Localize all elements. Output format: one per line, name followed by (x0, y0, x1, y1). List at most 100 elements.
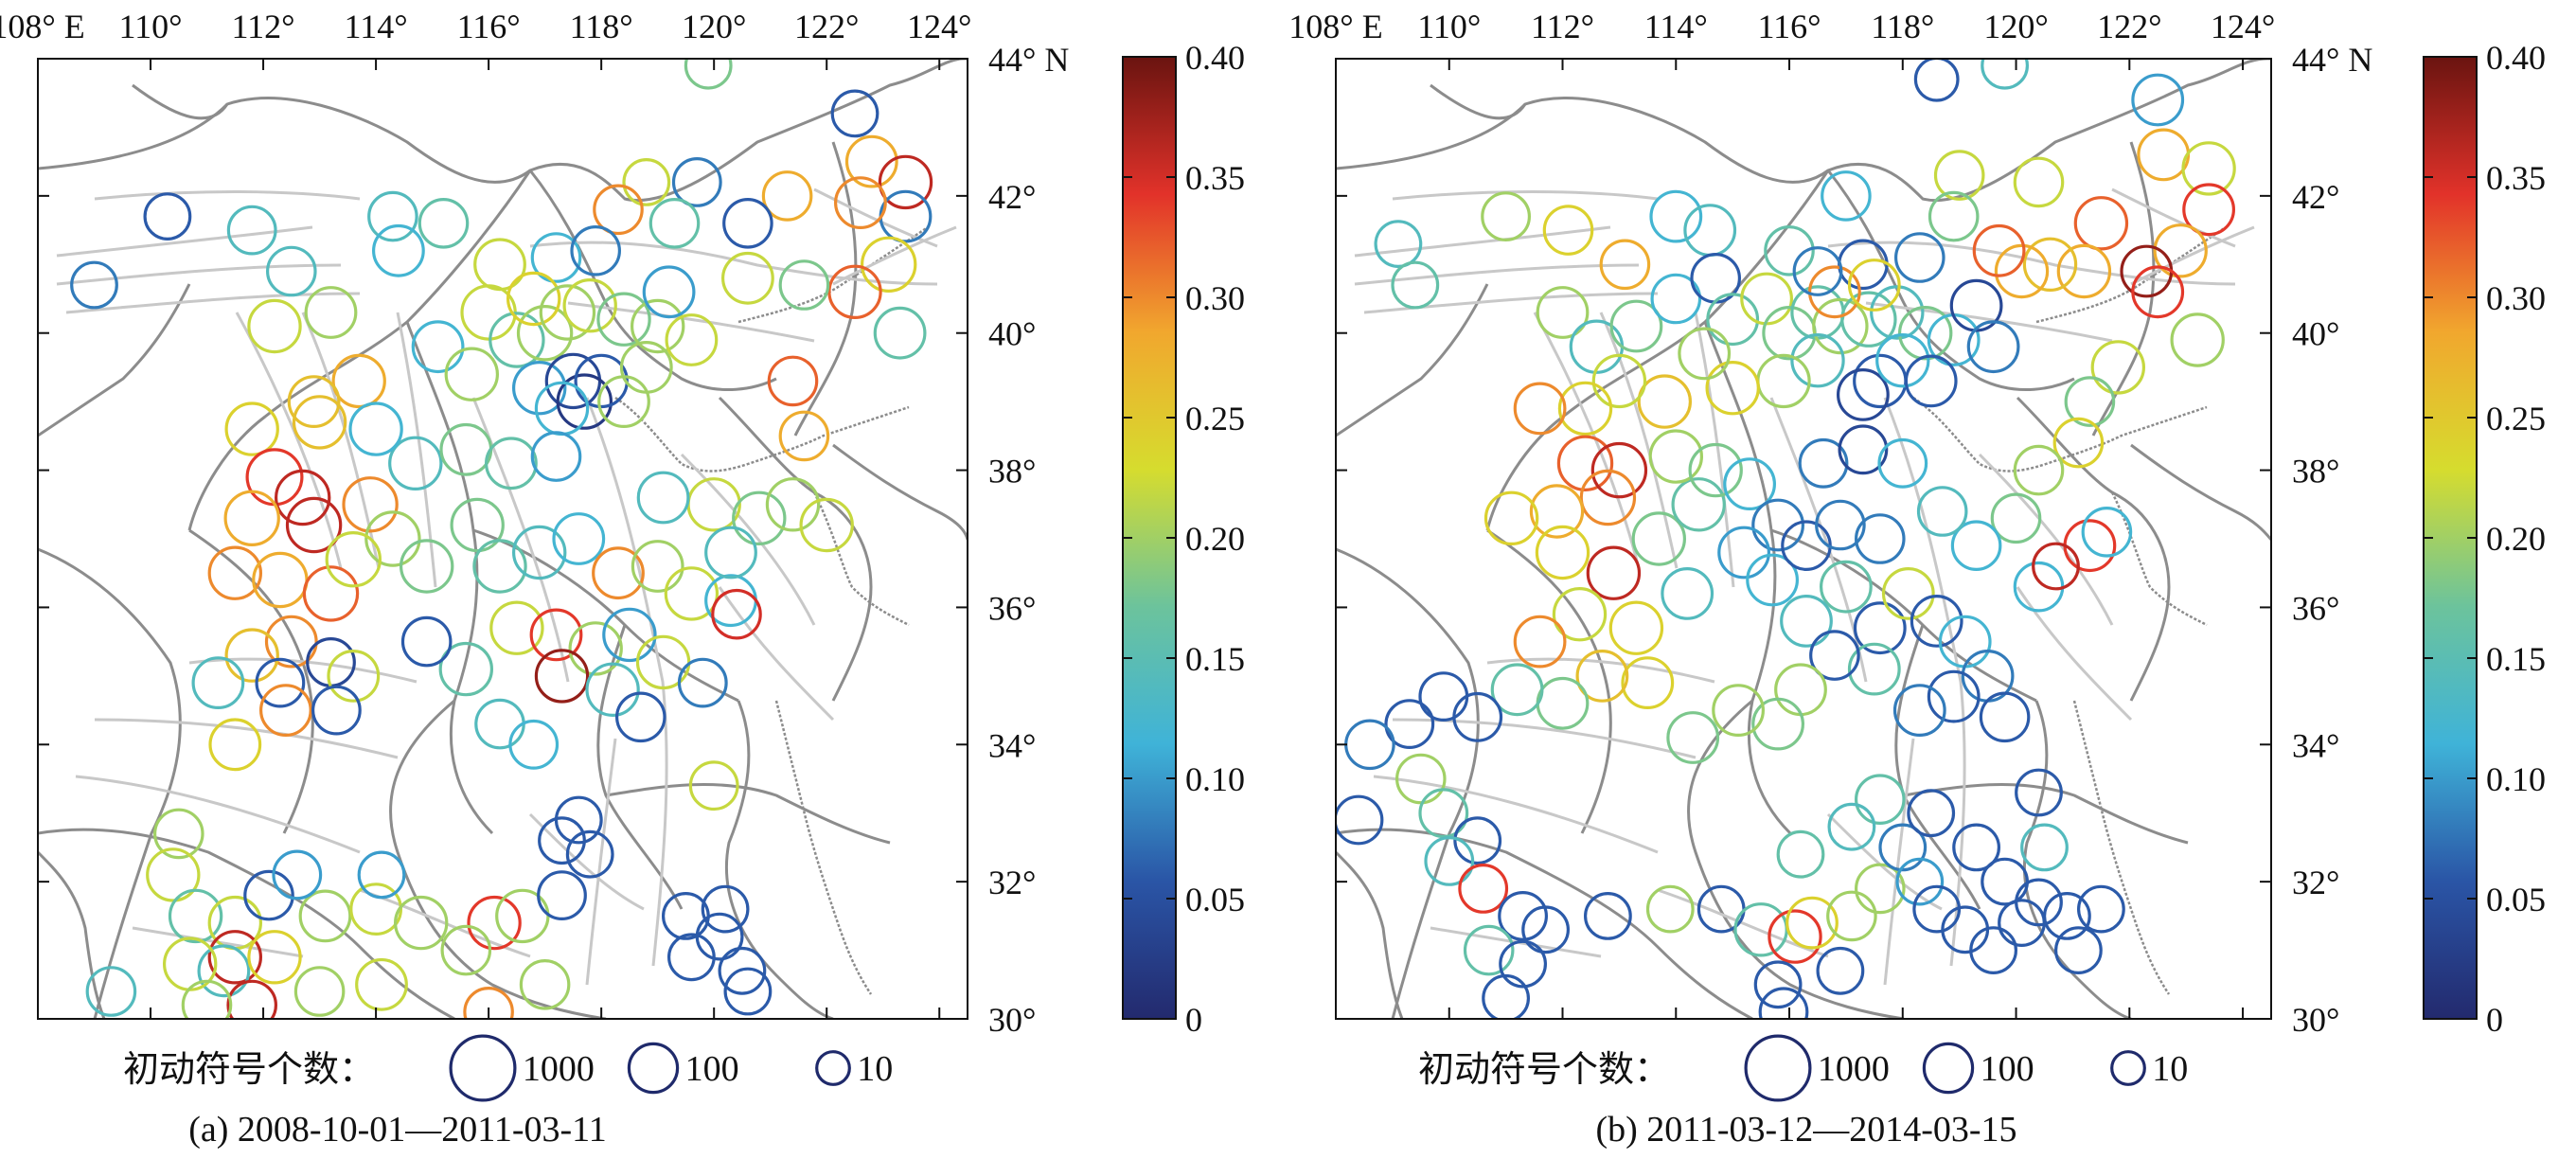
colorbar-tick-label: 0.35 (1185, 159, 1245, 197)
event-circle (765, 477, 821, 532)
event-circle (538, 816, 586, 865)
event-circle (1671, 477, 1726, 532)
event-circle (2076, 884, 2125, 934)
event-circle (1513, 382, 1567, 436)
event-circle (1904, 354, 1958, 408)
event-circle (1990, 492, 2042, 544)
map-base-b (1336, 59, 2271, 1019)
colorbar-tick-label: 0.20 (2486, 520, 2546, 558)
lon-tick-label: 114° (345, 8, 408, 45)
event-circle (1529, 484, 1585, 539)
event-circle (592, 546, 645, 600)
event-circle (70, 260, 118, 310)
event-circle (565, 829, 614, 879)
event-circle (1723, 457, 1776, 511)
event-circle (1847, 259, 1901, 312)
event-circle (1927, 669, 1981, 723)
event-circle (1768, 909, 1822, 964)
colorbar-tick-label: 0.40 (1185, 39, 1245, 77)
fault-lines-b (1354, 187, 2255, 986)
event-circle (1907, 789, 1956, 838)
map-base-a (38, 59, 968, 1019)
event-circle (207, 545, 262, 600)
event-circle (568, 621, 623, 676)
event-circle (2013, 156, 2065, 208)
event-circle (1827, 802, 1876, 851)
event-circle (2013, 444, 2065, 496)
event-circle (1575, 650, 1629, 703)
event-circle (665, 313, 719, 366)
event-circle (325, 531, 382, 588)
lon-tick-label: 118° (570, 8, 633, 45)
event-circle (844, 134, 898, 188)
event-circle (1981, 857, 2030, 906)
event-circle (1705, 361, 1760, 416)
legend-title: 初动符号个数： (123, 1050, 375, 1090)
event-circle (861, 236, 917, 293)
event-circle (1688, 442, 1743, 498)
caption-a: (a) 2008-10-01—2011-03-11 (188, 1110, 606, 1150)
event-circle (619, 341, 673, 394)
lat-tick-label: 42° (2292, 178, 2339, 216)
event-circle (153, 808, 204, 860)
event-circle (1521, 905, 1570, 954)
event-circle (530, 431, 582, 482)
lat-tick-label: 38° (2292, 453, 2339, 490)
event-circle (512, 361, 567, 416)
event-circle (400, 615, 453, 668)
event-circle (208, 718, 262, 772)
legend-label: 1000 (1818, 1049, 1890, 1089)
event-circle (302, 565, 360, 622)
event-circle (732, 490, 787, 546)
coastline-b (1912, 225, 2227, 995)
event-circle (2081, 506, 2133, 558)
event-circle (534, 649, 590, 704)
event-circle (1552, 587, 1608, 642)
size-legend-b: 初动符号个数： 1000 100 10 (1418, 1034, 2188, 1102)
event-circle (1894, 232, 1945, 283)
event-circle (596, 292, 651, 347)
event-circle (1395, 753, 1447, 805)
event-circle (622, 157, 671, 206)
event-circle (1453, 816, 1502, 865)
lat-tick-label: 36° (988, 589, 1036, 627)
event-circle (287, 375, 341, 429)
event-circle (1969, 926, 2018, 974)
lon-tick-label: 110° (118, 8, 182, 45)
lat-tick-label: 30° (2292, 1001, 2339, 1039)
lat-tick-label: 38° (988, 453, 1036, 490)
event-circle (285, 496, 343, 554)
event-circle (226, 205, 277, 256)
event-circle (648, 198, 701, 249)
event-circle (168, 888, 223, 944)
event-circles-b (1336, 59, 2236, 1019)
event-circle (1809, 630, 1860, 681)
event-circle (2020, 823, 2069, 872)
lat-tick-label: 44° N (2292, 41, 2372, 79)
event-circle (1840, 291, 1897, 348)
event-circle (519, 959, 571, 1010)
event-circle (1812, 297, 1869, 355)
event-circle (1463, 924, 1515, 976)
event-circle (372, 223, 425, 277)
legend-label: 10 (2152, 1049, 2188, 1089)
event-circle (778, 410, 830, 462)
event-circle (1678, 327, 1732, 381)
event-circle (1877, 437, 1928, 489)
event-circle (1950, 520, 2002, 572)
lon-tick-label: 108° E (1288, 8, 1382, 45)
event-circle (1374, 220, 1423, 269)
event-circle (1717, 526, 1770, 580)
event-circle (1819, 560, 1873, 614)
event-circle (1746, 553, 1799, 607)
event-circle (1583, 892, 1632, 940)
event-circle (1458, 864, 1509, 914)
lat-tick-label: 40° (988, 315, 1036, 353)
event-circle (1972, 223, 2026, 277)
event-circle (275, 469, 331, 526)
colorbar-b: 0.40 0.35 0.30 0.25 0.20 0.15 0.10 0.05 0 (2423, 39, 2546, 1039)
event-circle (1764, 224, 1815, 276)
lon-axis-b: 108° E 110° 112° 114° 116° 118° 120° 122° 124° (1288, 8, 2275, 1019)
legend-label: 1000 (523, 1049, 595, 1089)
legend-circle (1922, 1042, 1975, 1095)
